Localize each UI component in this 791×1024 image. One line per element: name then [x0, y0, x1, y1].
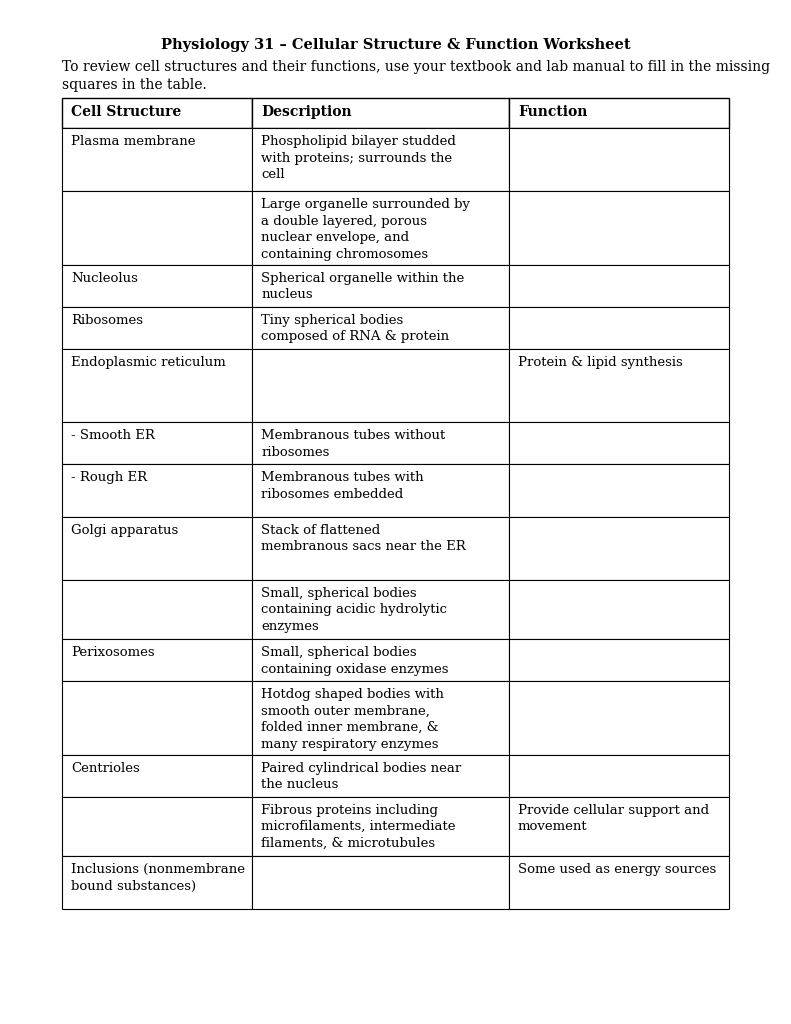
Bar: [62, 422, 252, 464]
Bar: [62, 639, 252, 681]
Bar: [509, 797, 729, 856]
Bar: [62, 264, 252, 306]
Bar: [62, 516, 252, 580]
Bar: [509, 681, 729, 755]
Bar: [509, 191, 729, 264]
Text: Stack of flattened
membranous sacs near the ER: Stack of flattened membranous sacs near …: [261, 523, 466, 553]
Text: Provide cellular support and
movement: Provide cellular support and movement: [518, 804, 709, 833]
Text: Small, spherical bodies
containing acidic hydrolytic
enzymes: Small, spherical bodies containing acidi…: [261, 587, 447, 633]
Bar: [509, 264, 729, 306]
Bar: [509, 639, 729, 681]
Bar: [62, 98, 252, 128]
Text: Paired cylindrical bodies near
the nucleus: Paired cylindrical bodies near the nucle…: [261, 762, 461, 791]
Text: Cell Structure: Cell Structure: [71, 105, 181, 119]
Bar: [252, 264, 509, 306]
Bar: [252, 681, 509, 755]
Bar: [509, 464, 729, 516]
Text: Protein & lipid synthesis: Protein & lipid synthesis: [518, 355, 683, 369]
Text: Large organelle surrounded by
a double layered, porous
nuclear envelope, and
con: Large organelle surrounded by a double l…: [261, 198, 470, 260]
Bar: [252, 755, 509, 797]
Text: Some used as energy sources: Some used as energy sources: [518, 863, 716, 876]
Bar: [62, 306, 252, 348]
Text: - Rough ER: - Rough ER: [71, 471, 147, 484]
Text: Plasma membrane: Plasma membrane: [71, 135, 195, 148]
Bar: [252, 306, 509, 348]
Bar: [509, 306, 729, 348]
Text: Physiology 31 – Cellular Structure & Function Worksheet: Physiology 31 – Cellular Structure & Fun…: [161, 38, 630, 52]
Bar: [62, 464, 252, 516]
Text: Inclusions (nonmembrane
bound substances): Inclusions (nonmembrane bound substances…: [71, 863, 245, 893]
Text: Golgi apparatus: Golgi apparatus: [71, 523, 178, 537]
Bar: [62, 755, 252, 797]
Text: Hotdog shaped bodies with
smooth outer membrane,
folded inner membrane, &
many r: Hotdog shaped bodies with smooth outer m…: [261, 688, 444, 751]
Bar: [252, 191, 509, 264]
Text: Tiny spherical bodies
composed of RNA & protein: Tiny spherical bodies composed of RNA & …: [261, 313, 449, 343]
Bar: [252, 797, 509, 856]
Bar: [509, 98, 729, 128]
Text: Membranous tubes with
ribosomes embedded: Membranous tubes with ribosomes embedded: [261, 471, 424, 501]
Text: Function: Function: [518, 105, 587, 119]
Bar: [62, 797, 252, 856]
Bar: [62, 681, 252, 755]
Bar: [509, 422, 729, 464]
Bar: [62, 191, 252, 264]
Bar: [509, 755, 729, 797]
Text: Endoplasmic reticulum: Endoplasmic reticulum: [71, 355, 225, 369]
Text: Nucleolus: Nucleolus: [71, 271, 138, 285]
Text: Membranous tubes without
ribosomes: Membranous tubes without ribosomes: [261, 429, 445, 459]
Bar: [252, 464, 509, 516]
Text: Ribosomes: Ribosomes: [71, 313, 143, 327]
Bar: [509, 580, 729, 639]
Text: Phospholipid bilayer studded
with proteins; surrounds the
cell: Phospholipid bilayer studded with protei…: [261, 135, 456, 181]
Bar: [62, 348, 252, 422]
Text: Small, spherical bodies
containing oxidase enzymes: Small, spherical bodies containing oxida…: [261, 646, 448, 676]
Bar: [252, 98, 509, 128]
Bar: [509, 856, 729, 908]
Text: - Smooth ER: - Smooth ER: [71, 429, 155, 442]
Text: Spherical organelle within the
nucleus: Spherical organelle within the nucleus: [261, 271, 464, 301]
Bar: [252, 348, 509, 422]
Bar: [252, 128, 509, 191]
Text: Fibrous proteins including
microfilaments, intermediate
filaments, & microtubule: Fibrous proteins including microfilament…: [261, 804, 456, 850]
Text: Perixosomes: Perixosomes: [71, 646, 154, 659]
Text: Centrioles: Centrioles: [71, 762, 140, 774]
Bar: [252, 422, 509, 464]
Bar: [62, 128, 252, 191]
Bar: [252, 580, 509, 639]
Bar: [252, 639, 509, 681]
Bar: [509, 128, 729, 191]
Bar: [62, 856, 252, 908]
Text: To review cell structures and their functions, use your textbook and lab manual : To review cell structures and their func…: [62, 60, 770, 92]
Bar: [252, 856, 509, 908]
Bar: [509, 348, 729, 422]
Bar: [62, 580, 252, 639]
Bar: [509, 516, 729, 580]
Bar: [252, 516, 509, 580]
Text: Description: Description: [261, 105, 352, 119]
